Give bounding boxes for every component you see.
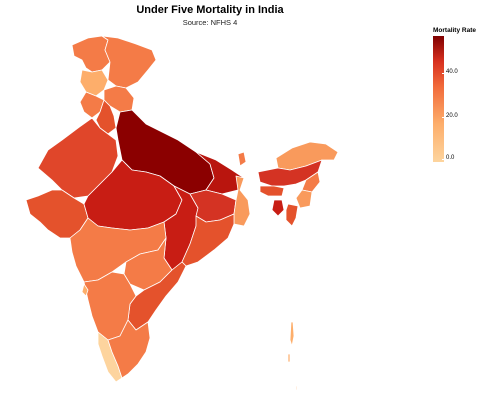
region-goa bbox=[81, 283, 89, 297]
region-odisha bbox=[181, 213, 235, 267]
region-west-bengal bbox=[233, 175, 251, 227]
region-mizoram bbox=[285, 203, 299, 227]
region-tripura bbox=[271, 199, 285, 217]
region-punjab bbox=[79, 91, 105, 119]
region-jammu-kashmir bbox=[71, 35, 111, 73]
region-andaman-nicobar bbox=[289, 321, 295, 347]
map-subtitle: Source: NFHS 4 bbox=[182, 18, 238, 27]
region-karnataka bbox=[83, 271, 137, 341]
legend-tick-0: 0.0 bbox=[441, 155, 455, 161]
legend-title: Mortality Rate bbox=[433, 27, 476, 34]
region-andaman-nicobar-south bbox=[287, 353, 291, 363]
region-bihar bbox=[195, 151, 245, 195]
region-tamil-nadu bbox=[107, 319, 151, 379]
legend-colorbar bbox=[433, 36, 444, 162]
region-rajasthan bbox=[37, 117, 119, 199]
region-nicobar-dot bbox=[295, 385, 298, 391]
map-title: Under Five Mortality in India bbox=[136, 4, 284, 16]
region-sikkim bbox=[237, 151, 247, 167]
region-meghalaya bbox=[259, 185, 285, 197]
legend-tick-40: 40.0 bbox=[442, 69, 458, 75]
legend-tick-20: 20.0 bbox=[442, 113, 458, 119]
region-nagaland bbox=[301, 171, 321, 193]
region-manipur bbox=[295, 189, 313, 209]
region-ladakh bbox=[101, 35, 157, 89]
